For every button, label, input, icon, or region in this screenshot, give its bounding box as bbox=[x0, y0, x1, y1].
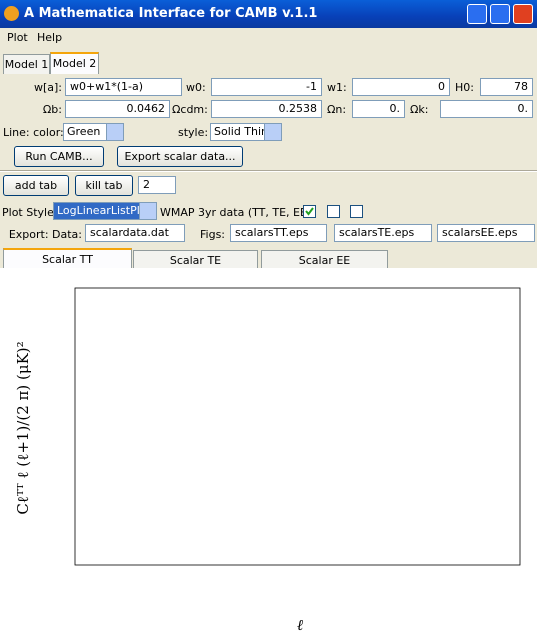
checkbox[interactable] bbox=[350, 205, 363, 218]
x-axis-label: ℓ bbox=[297, 616, 303, 634]
input[interactable]: scalarsTE.eps bbox=[334, 224, 432, 242]
plot-tab[interactable]: Scalar TT bbox=[3, 248, 132, 268]
label: Ωk: bbox=[410, 103, 429, 116]
tab-count[interactable]: 2 bbox=[138, 176, 176, 194]
plot-style-select[interactable]: LogLinearListPlot bbox=[53, 202, 157, 220]
input[interactable]: 0 bbox=[352, 78, 450, 96]
window-title: A Mathematica Interface for CAMB v.1.1 bbox=[24, 6, 318, 21]
plot-frame bbox=[74, 287, 521, 566]
label: Plot Style: bbox=[2, 206, 58, 219]
input[interactable]: 0. bbox=[352, 100, 405, 118]
style-select[interactable]: Solid Thin bbox=[210, 123, 282, 141]
checkbox[interactable]: 51050100500100010002000300040005000 bbox=[303, 205, 316, 218]
input[interactable]: scalardata.dat bbox=[85, 224, 185, 242]
checkbox[interactable] bbox=[327, 205, 340, 218]
label: H0: bbox=[455, 81, 474, 94]
input[interactable]: w0+w1*(1-a) bbox=[65, 78, 182, 96]
model-tab[interactable]: Model 1 bbox=[3, 54, 50, 74]
chart: ℓ Cℓᵀᵀ ℓ (ℓ+1)/(2 π) (μK)² bbox=[0, 268, 537, 643]
input[interactable]: scalarsTT.eps bbox=[230, 224, 327, 242]
label: Ωb: bbox=[42, 103, 62, 116]
export-button[interactable]: Export scalar data... bbox=[117, 146, 243, 167]
label: WMAP 3yr data (TT, TE, EE) bbox=[160, 206, 312, 219]
label: Line: color: bbox=[3, 126, 64, 139]
label: w1: bbox=[327, 81, 347, 94]
select-value: Green bbox=[67, 125, 101, 138]
label: Ωcdm: bbox=[172, 103, 208, 116]
separator bbox=[0, 170, 537, 172]
add-tab-button[interactable]: add tab bbox=[3, 175, 69, 196]
input[interactable]: 0.2538 bbox=[211, 100, 322, 118]
label: Export: Data: bbox=[8, 228, 82, 241]
label: Ωn: bbox=[327, 103, 347, 116]
label: w[a]: bbox=[33, 81, 62, 94]
close-button[interactable] bbox=[513, 4, 533, 24]
label: Figs: bbox=[200, 228, 226, 241]
plot-tab[interactable]: Scalar EE bbox=[261, 250, 388, 268]
select-value: LogLinearListPlot bbox=[57, 204, 151, 217]
color-select[interactable]: Green bbox=[63, 123, 124, 141]
minimize-button[interactable] bbox=[467, 4, 487, 24]
kill-tab-button[interactable]: kill tab bbox=[75, 175, 133, 196]
plot-tab[interactable]: Scalar TE bbox=[133, 250, 258, 268]
app-icon bbox=[4, 6, 19, 21]
input[interactable]: -1 bbox=[211, 78, 322, 96]
label: style: bbox=[178, 126, 209, 139]
title-bar: A Mathematica Interface for CAMB v.1.1 bbox=[0, 0, 537, 28]
menu-plot[interactable]: Plot bbox=[7, 31, 28, 44]
input[interactable]: scalarsEE.eps bbox=[437, 224, 535, 242]
label: w0: bbox=[186, 81, 206, 94]
model-tab[interactable]: Model 2 bbox=[50, 52, 99, 74]
input[interactable]: 0. bbox=[440, 100, 533, 118]
menu-help[interactable]: Help bbox=[37, 31, 63, 44]
input[interactable]: 78 bbox=[480, 78, 533, 96]
select-value: Solid Thin bbox=[214, 125, 269, 138]
run-button[interactable]: Run CAMB... bbox=[14, 146, 104, 167]
maximize-button[interactable] bbox=[490, 4, 510, 24]
y-axis-label: Cℓᵀᵀ ℓ (ℓ+1)/(2 π) (μK)² bbox=[14, 341, 32, 514]
input[interactable]: 0.0462 bbox=[65, 100, 170, 118]
